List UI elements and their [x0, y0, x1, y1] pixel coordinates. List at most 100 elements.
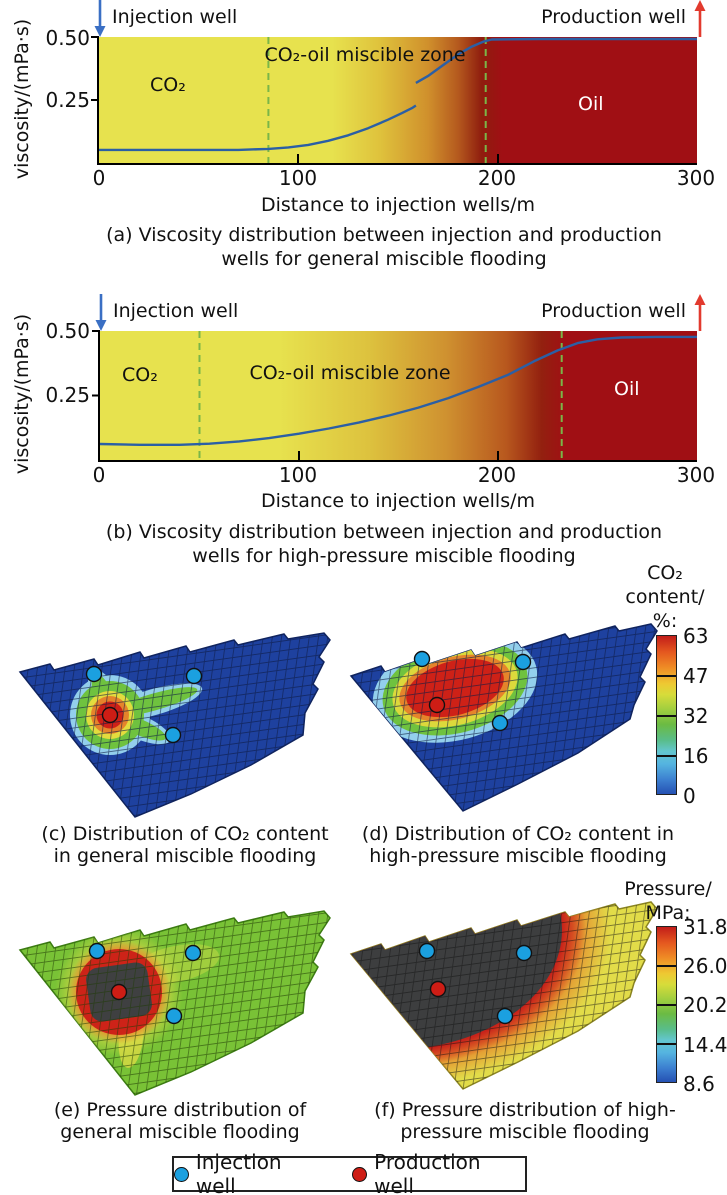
colorbar-pressure-tick-label: 31.8	[683, 915, 727, 939]
y-tick-label: 0.25	[45, 383, 90, 407]
injection-well-dot	[413, 650, 431, 668]
colorbar-pressure-tick-label: 14.4	[683, 1033, 727, 1057]
colorbar-tick-mark	[657, 965, 676, 967]
injection-well-dot	[491, 714, 509, 732]
injection-well-dot	[85, 665, 103, 683]
colorbar-tick-mark	[657, 755, 676, 757]
production-well-dot	[110, 983, 128, 1001]
colorbar-co2-tick-label: 47	[683, 664, 709, 688]
viscosity-curve-oil-side	[415, 37, 697, 84]
colorbar-co2-title-line1: CO₂	[647, 562, 683, 584]
legend-item-production: Production well	[352, 1150, 525, 1195]
panel-e-caption-line1: (e) Pressure distribution of	[53, 1099, 307, 1121]
injection-well-dot	[496, 1007, 514, 1025]
viscosity-curve	[99, 335, 697, 446]
x-tick-label: 200	[477, 463, 517, 487]
production-well-dot	[428, 696, 446, 714]
zone-label-miscible: CO₂-oil miscible zone	[264, 44, 466, 66]
colorbar-co2	[656, 635, 677, 795]
colorbar-co2-tick-label: 63	[683, 624, 709, 648]
injection-well-dot	[184, 944, 202, 962]
injection-well-dot	[165, 1007, 183, 1025]
x-tick-label: 300	[676, 463, 716, 487]
legend-item-injection: Injection well	[174, 1150, 326, 1195]
production-well-dot-icon	[352, 1166, 368, 1182]
panel-a-plot	[97, 37, 697, 165]
legend-injection-label: Injection well	[195, 1150, 282, 1195]
panel-d-mesh	[349, 623, 658, 812]
injection-well-dot	[515, 944, 533, 962]
x-tick-label: 100	[278, 166, 318, 190]
panel-d-caption-line1: (d) Distribution of CO₂ content in	[361, 823, 675, 845]
panel-f-caption-line1: (f) Pressure distribution of high-	[374, 1099, 676, 1121]
legend-production-label: Production well	[374, 1150, 481, 1195]
production-well-dot	[101, 706, 119, 724]
injection-well-dot	[88, 942, 106, 960]
colorbar-pressure	[656, 926, 677, 1083]
x-tick-label: 100	[278, 463, 318, 487]
production-arrow-icon	[694, 294, 706, 331]
production-well-dot	[429, 980, 447, 998]
zone-label-oil: Oil	[614, 378, 640, 400]
panel-a-chart-overlay	[91, 36, 697, 163]
colorbar-pressure-title-line1: Pressure/	[624, 878, 712, 900]
panel-b-chart-overlay	[92, 330, 697, 460]
colorbar-tick-mark	[657, 675, 676, 677]
injection-arrow-icon	[94, 0, 106, 37]
colorbar-co2-title-line2: content/	[625, 586, 705, 608]
well-legend: Injection well Production well	[172, 1150, 527, 1195]
panel-f-caption-line2: pressure miscible flooding	[400, 1121, 650, 1143]
viscosity-curve-co2-side	[99, 104, 417, 152]
production-arrow-icon	[694, 0, 706, 37]
mesh-c-heat-layers	[20, 633, 330, 817]
colorbar-co2-tick-label: 16	[683, 744, 709, 768]
injection-well-label: Injection well	[112, 6, 238, 28]
y-tick-label: 0.25	[45, 88, 90, 112]
panel-d-caption-line2: high-pressure miscible flooding	[369, 845, 667, 867]
zone-label-co2: CO₂	[122, 364, 158, 386]
mesh-e-heat-layers	[20, 911, 330, 1095]
zone-label-miscible: CO₂-oil miscible zone	[249, 362, 451, 384]
injection-well-dot	[164, 726, 182, 744]
panel-c-caption-line1: (c) Distribution of CO₂ content	[41, 823, 329, 845]
panel-c-mesh	[18, 632, 331, 818]
y-tick-label: 0.50	[45, 26, 90, 50]
panel-e-caption-line2: general miscible flooding	[60, 1121, 300, 1143]
mesh-d-heat-layers	[351, 624, 657, 811]
x-tick-label: 0	[92, 166, 106, 190]
injection-arrow-icon	[95, 294, 107, 331]
colorbar-pressure-tick-label: 20.2	[683, 993, 727, 1017]
colorbar-tick-mark	[657, 715, 676, 717]
colorbar-co2-title-line3: %:	[652, 610, 678, 632]
colorbar-pressure-tick-label: 8.6	[683, 1072, 715, 1096]
panel-b-caption-line1: (b) Viscosity distribution between injec…	[105, 521, 663, 543]
panel-a-y-axis-label: viscosity/(mPa·s)	[11, 18, 33, 180]
zone-label-oil: Oil	[578, 93, 604, 115]
x-tick-label: 300	[676, 166, 716, 190]
production-well-label: Production well	[541, 300, 686, 322]
y-tick-label: 0.50	[45, 319, 90, 343]
colorbar-pressure-tick-label: 26.0	[683, 954, 727, 978]
injection-well-dot	[185, 667, 203, 685]
injection-well-dot	[514, 653, 532, 671]
panel-b-y-axis-label: viscosity/(mPa·s)	[11, 313, 33, 475]
x-tick-label: 200	[477, 166, 517, 190]
panel-c-caption-line2: in general miscible flooding	[53, 845, 317, 867]
colorbar-tick-mark	[657, 1043, 676, 1045]
panel-b-plot	[98, 331, 697, 462]
panel-b-x-axis-label: Distance to injection wells/m	[261, 490, 535, 512]
colorbar-tick-mark	[657, 1004, 676, 1006]
panel-a-x-axis-label: Distance to injection wells/m	[261, 194, 535, 216]
panel-a-caption-line2: wells for general miscible flooding	[221, 248, 547, 270]
injection-well-label: Injection well	[113, 300, 239, 322]
panel-e-mesh	[18, 910, 331, 1096]
colorbar-co2-tick-label: 32	[683, 704, 709, 728]
panel-f-mesh	[349, 901, 658, 1090]
zone-label-co2: CO₂	[150, 74, 186, 96]
panel-b-caption-line2: wells for high-pressure miscible floodin…	[192, 545, 576, 567]
injection-well-dot	[418, 942, 436, 960]
panel-a-caption-line1: (a) Viscosity distribution between injec…	[106, 224, 662, 246]
colorbar-pressure-title-line2: MPa:	[645, 902, 691, 924]
mesh-f-heat-layers	[351, 902, 657, 1089]
